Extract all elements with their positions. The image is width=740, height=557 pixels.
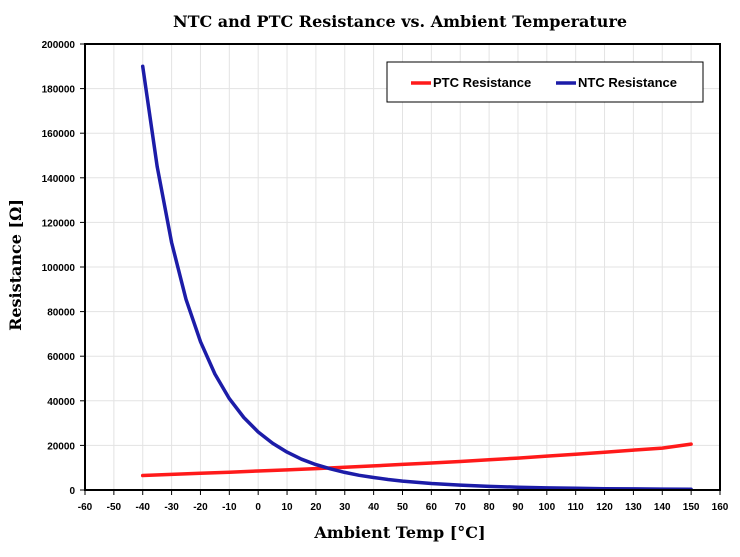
legend-label-ntc: NTC Resistance bbox=[578, 75, 677, 90]
x-tick-label: -10 bbox=[222, 502, 237, 513]
series-line-ntc-resistance bbox=[140, 64, 693, 492]
x-tick-label: 10 bbox=[281, 502, 293, 513]
chart-title: NTC and PTC Resistance vs. Ambient Tempe… bbox=[173, 12, 627, 31]
x-tick-label: 160 bbox=[712, 502, 729, 513]
x-tick-label: 40 bbox=[368, 502, 380, 513]
x-tick-label: 0 bbox=[255, 502, 261, 513]
x-tick-label: 150 bbox=[683, 502, 700, 513]
y-tick-label: 20000 bbox=[47, 441, 75, 452]
x-tick-labels: -60 -50 -40 -30 -20 -10 0 10 20 30 40 50 60 70 80 90 100… bbox=[78, 502, 729, 513]
y-tick-label: 60000 bbox=[47, 352, 75, 363]
y-tick-label: 80000 bbox=[47, 308, 75, 319]
x-tick-label: 100 bbox=[538, 502, 555, 513]
y-tick-label: 40000 bbox=[47, 397, 75, 408]
axis-ticks bbox=[80, 43, 721, 495]
y-tick-label: 0 bbox=[69, 486, 75, 497]
x-tick-label: 30 bbox=[339, 502, 351, 513]
y-tick-label: 100000 bbox=[42, 263, 76, 274]
x-tick-label: 70 bbox=[455, 502, 467, 513]
y-tick-label: 200000 bbox=[42, 40, 76, 51]
y-tick-label: 160000 bbox=[42, 129, 76, 140]
legend-label-ptc: PTC Resistance bbox=[433, 75, 531, 90]
x-tick-label: 120 bbox=[596, 502, 613, 513]
y-axis-label: Resistance [Ω] bbox=[6, 199, 25, 331]
x-tick-label: 130 bbox=[625, 502, 642, 513]
grid-lines bbox=[85, 44, 720, 490]
x-tick-label: 60 bbox=[426, 502, 438, 513]
x-tick-label: -20 bbox=[193, 502, 208, 513]
y-tick-labels: 0 20000 40000 60000 80000 100000 120000 140000 1… bbox=[42, 40, 76, 497]
series-lines bbox=[140, 64, 693, 492]
legend: PTC Resistance NTC Resistance bbox=[386, 61, 704, 103]
x-tick-label: -60 bbox=[78, 502, 93, 513]
x-tick-label: 140 bbox=[654, 502, 671, 513]
x-tick-label: 80 bbox=[484, 502, 496, 513]
x-tick-label: -30 bbox=[164, 502, 179, 513]
legend-box bbox=[386, 61, 704, 103]
y-tick-label: 120000 bbox=[42, 218, 76, 229]
x-axis-label: Ambient Temp [°C] bbox=[313, 523, 485, 542]
series-line-ptc-resistance bbox=[140, 442, 693, 478]
y-tick-label: 140000 bbox=[42, 174, 76, 185]
x-tick-label: 20 bbox=[310, 502, 322, 513]
x-tick-label: 90 bbox=[512, 502, 524, 513]
x-tick-label: 50 bbox=[397, 502, 409, 513]
y-tick-label: 180000 bbox=[42, 85, 76, 96]
x-tick-label: -40 bbox=[136, 502, 151, 513]
x-tick-label: -50 bbox=[107, 502, 122, 513]
x-tick-label: 110 bbox=[568, 502, 585, 513]
